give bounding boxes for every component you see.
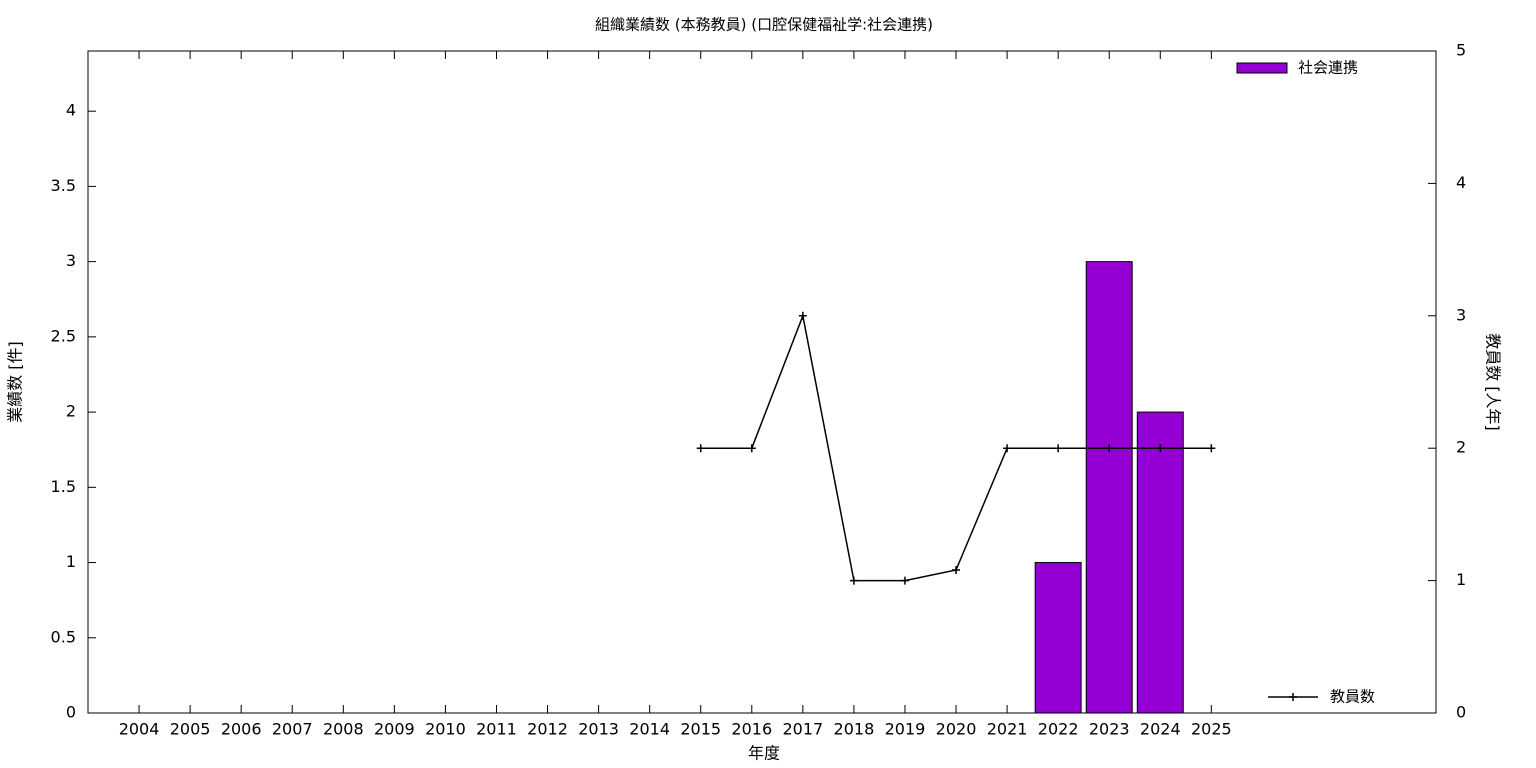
bar [1085, 261, 1133, 714]
point-marker [696, 444, 705, 453]
x-tick-label: 2012 [527, 720, 568, 739]
point-marker [1105, 444, 1114, 453]
x-tick-label: 2019 [885, 720, 926, 739]
line [700, 313, 1212, 582]
point-marker [1054, 444, 1063, 453]
x-tick-label: 2008 [323, 720, 364, 739]
x-tick-label: 2020 [936, 720, 977, 739]
y-tick-label: 3.5 [51, 176, 76, 195]
legend-marker [1289, 693, 1297, 701]
y2-tick-label: 4 [1456, 173, 1466, 192]
y-axis-label: 業績数 [件] [6, 341, 25, 423]
point-marker [952, 566, 961, 575]
x-tick-label: 2016 [731, 720, 772, 739]
y2-tick-label: 5 [1456, 41, 1466, 60]
y2-tick-label: 0 [1456, 703, 1466, 722]
x-tick-label: 2021 [987, 720, 1028, 739]
point-marker [747, 444, 756, 453]
y2-axis-label: 教員数 [人年] [1484, 333, 1503, 431]
y-tick-label: 2 [66, 402, 76, 421]
legend-label: 社会連携 [1298, 59, 1358, 77]
legend-swatch [1236, 62, 1288, 74]
y-tick-label: 0.5 [51, 627, 76, 646]
bar [1034, 562, 1082, 714]
x-tick-label: 2024 [1140, 720, 1181, 739]
point-marker [1156, 444, 1165, 453]
x-axis-label: 年度 [748, 744, 780, 763]
x-tick-label: 2015 [680, 720, 721, 739]
x-tick-label: 2017 [782, 720, 823, 739]
x-tick-label: 2022 [1038, 720, 1079, 739]
x-tick-label: 2018 [834, 720, 875, 739]
y2-tick-label: 3 [1456, 305, 1466, 324]
x-tick-label: 2007 [272, 720, 313, 739]
y2-tick-label: 2 [1456, 438, 1466, 457]
chart-title: 組織業績数 (本務教員) (口腔保健福祉学:社会連携) [595, 16, 933, 34]
y-tick-label: 1.5 [51, 477, 76, 496]
bar [1136, 411, 1184, 714]
x-tick-label: 2006 [221, 720, 262, 739]
x-tick-label: 2025 [1191, 720, 1232, 739]
point-marker [900, 576, 909, 585]
x-tick-label: 2013 [578, 720, 619, 739]
x-tick-label: 2004 [119, 720, 160, 739]
point-marker [1003, 444, 1012, 453]
point-marker [798, 311, 807, 320]
y2-tick-label: 1 [1456, 570, 1466, 589]
y-tick-label: 2.5 [51, 326, 76, 345]
plot-frame [87, 50, 1437, 714]
x-tick-label: 2009 [374, 720, 415, 739]
y-tick-label: 4 [66, 101, 76, 120]
point-marker [1207, 444, 1216, 453]
x-tick-label: 2014 [629, 720, 670, 739]
legend-label: 教員数 [1330, 688, 1375, 706]
x-tick-label: 2010 [425, 720, 466, 739]
y-tick-label: 3 [66, 251, 76, 270]
x-tick-label: 2011 [476, 720, 517, 739]
x-tick-label: 2005 [170, 720, 211, 739]
x-tick-label: 2023 [1089, 720, 1130, 739]
y-tick-label: 0 [66, 703, 76, 722]
y-tick-label: 1 [66, 552, 76, 571]
point-marker [849, 576, 858, 585]
